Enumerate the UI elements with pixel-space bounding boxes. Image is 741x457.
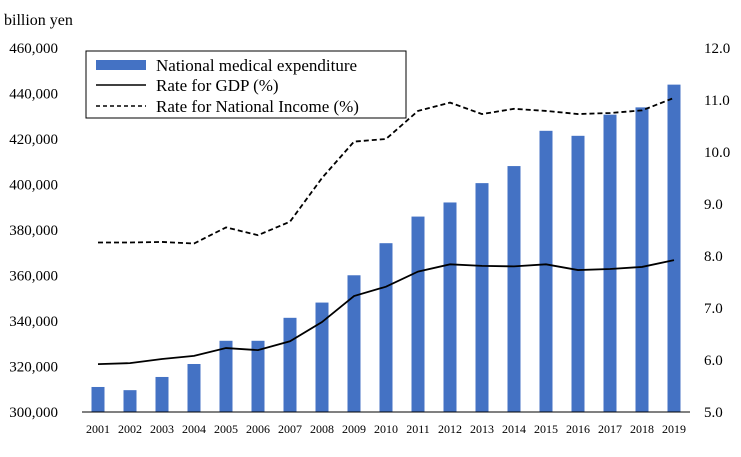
x-tick-label: 2003 (150, 422, 174, 436)
bar-expenditure (443, 202, 457, 412)
left-tick-label: 420,000 (9, 132, 58, 148)
x-tick-label: 2002 (118, 422, 142, 436)
right-axis-ticks: 5.0 6.0 7.0 8.0 9.0 10.0 11.0 12.0 (704, 41, 730, 421)
left-tick-label: 360,000 (9, 269, 58, 285)
right-tick-label: 10.0 (704, 145, 730, 161)
left-tick-label: 440,000 (9, 87, 58, 103)
x-tick-label: 2001 (86, 422, 110, 436)
x-tick-label: 2018 (630, 422, 654, 436)
right-tick-label: 11.0 (704, 93, 730, 109)
bar-expenditure (635, 107, 649, 412)
legend-label-expenditure: National medical expenditure (156, 56, 357, 75)
bar-expenditure (283, 317, 297, 412)
x-tick-label: 2014 (502, 422, 526, 436)
bar-series (91, 84, 681, 412)
bar-expenditure (91, 386, 105, 412)
x-tick-label: 2005 (214, 422, 238, 436)
legend: National medical expenditure Rate for GD… (85, 50, 407, 119)
left-tick-label: 460,000 (9, 41, 58, 57)
line-rate-gdp (97, 259, 675, 366)
bar-expenditure (667, 84, 681, 412)
bar-expenditure (539, 130, 553, 412)
left-axis-ticks: 300,000 320,000 340,000 360,000 380,000 400,0… (9, 41, 58, 421)
left-tick-label: 320,000 (9, 360, 58, 376)
right-tick-label: 7.0 (704, 301, 723, 317)
x-tick-label: 2013 (470, 422, 494, 436)
x-tick-label: 2016 (566, 422, 590, 436)
x-tick-label: 2008 (310, 422, 334, 436)
left-tick-label: 300,000 (9, 405, 58, 421)
right-tick-label: 12.0 (704, 41, 730, 57)
x-tick-label: 2015 (534, 422, 558, 436)
bar-expenditure (251, 340, 265, 412)
bar-expenditure (379, 243, 393, 412)
bar-expenditure (155, 376, 169, 412)
right-tick-label: 8.0 (704, 249, 723, 265)
left-tick-label: 400,000 (9, 178, 58, 194)
left-tick-label: 340,000 (9, 314, 58, 330)
x-tick-label: 2009 (342, 422, 366, 436)
x-tick-label: 2011 (406, 422, 430, 436)
bar-expenditure (219, 340, 233, 412)
x-tick-label: 2017 (598, 422, 622, 436)
bar-expenditure (347, 275, 361, 412)
line-rate-national-income (98, 97, 675, 245)
x-tick-label: 2006 (246, 422, 270, 436)
line-series (97, 97, 675, 366)
right-tick-label: 6.0 (704, 353, 723, 369)
right-tick-label: 9.0 (704, 197, 723, 213)
x-tick-label: 2004 (182, 422, 206, 436)
legend-swatch-bar (96, 60, 146, 70)
bar-expenditure (571, 135, 585, 412)
bar-expenditure (411, 216, 425, 412)
x-tick-label: 2019 (662, 422, 686, 436)
legend-label-gdp: Rate for GDP (%) (156, 76, 279, 95)
bar-expenditure (187, 363, 201, 412)
bar-expenditure (475, 183, 489, 412)
x-tick-label: 2012 (438, 422, 462, 436)
left-tick-label: 380,000 (9, 223, 58, 239)
bar-expenditure (603, 114, 617, 412)
bar-expenditure (507, 166, 521, 412)
x-axis-ticks: 2001 2002 2003 2004 2005 2006 2007 2008 2009 2010… (86, 422, 686, 436)
right-tick-label: 5.0 (704, 405, 723, 421)
bar-expenditure (123, 390, 137, 412)
x-tick-label: 2007 (278, 422, 302, 436)
x-tick-label: 2010 (374, 422, 398, 436)
legend-label-ni: Rate for National Income (%) (156, 97, 359, 116)
y-axis-unit-label: billion yen (4, 12, 73, 29)
bar-expenditure (315, 302, 329, 412)
